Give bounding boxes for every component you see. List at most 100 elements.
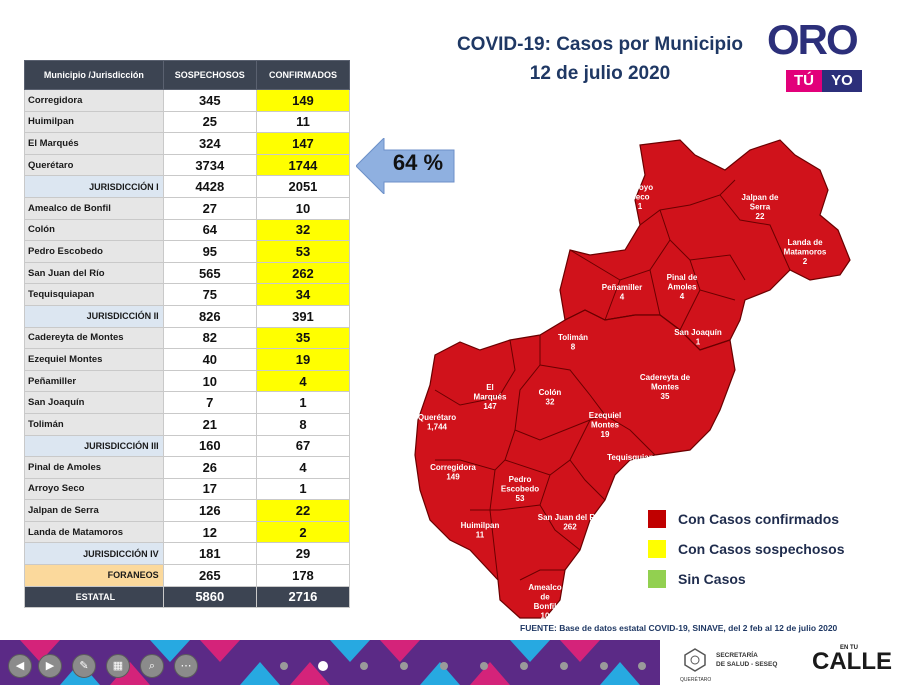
header-municipio: Municipio /Jurisdicción: [24, 60, 164, 90]
row-sospechosos: 12: [162, 520, 257, 544]
municipal-border: [564, 309, 731, 351]
map-label: Huimilpan 11: [461, 521, 500, 540]
map-label-line: Cadereyta de: [640, 373, 691, 382]
row-sospechosos: 27: [162, 196, 257, 220]
municipal-border: [679, 289, 701, 331]
map-label-line: Querétaro: [418, 413, 456, 422]
row-sospechosos: 21: [162, 412, 257, 436]
header-confirmados: CONFIRMADOS: [255, 60, 351, 90]
municipal-border: [514, 419, 591, 441]
slide-indicator-dot[interactable]: [440, 662, 448, 670]
slide-indicator-dot[interactable]: [280, 662, 288, 670]
row-name: Tequisquiapan: [24, 283, 164, 306]
row-sospechosos: 64: [162, 218, 257, 242]
municipal-border: [519, 569, 565, 581]
table-row: Arroyo Seco 17 1: [24, 477, 351, 501]
map-label: Arroyo Seco 1: [627, 183, 653, 211]
map-label-line: 19: [601, 430, 610, 439]
map-label-line: Tequisquiapan: [607, 453, 663, 462]
legend-label-none: Sin Casos: [678, 571, 746, 587]
slides-view-button[interactable]: ▦: [106, 654, 130, 678]
map-label-line: San Joaquín: [674, 328, 722, 337]
slide-indicator-dot[interactable]: [638, 662, 646, 670]
logo-tu-text: TÚ: [786, 70, 822, 92]
secretaria-line1: SECRETARÍA: [716, 652, 758, 659]
row-sospechosos: 160: [162, 434, 257, 458]
row-confirmados: 67: [255, 434, 351, 458]
map-legend: Con Casos confirmados Con Casos sospecho…: [648, 504, 845, 594]
slide-indicator-dot[interactable]: [400, 662, 408, 670]
table-row: Amealco de Bonfil 27 10: [24, 196, 351, 220]
pen-tool-button[interactable]: ✎: [72, 654, 96, 678]
table-row: Ezequiel Montes 40 19: [24, 348, 351, 371]
zoom-button[interactable]: ⌕: [140, 654, 164, 678]
more-options-button[interactable]: ⋯: [174, 654, 198, 678]
map-label: Pinal de Amoles 4: [667, 273, 698, 301]
slide-indicator-dot[interactable]: [560, 662, 568, 670]
map-region-north: [559, 139, 851, 351]
map-label-line: Arroyo: [627, 183, 653, 192]
map-label-line: 147: [483, 402, 497, 411]
row-name: San Juan del Río: [24, 261, 164, 285]
map-label: Colón 32: [539, 388, 562, 407]
map-label-line: 11: [476, 531, 485, 540]
map-label-line: 35: [661, 392, 670, 401]
page-title: COVID-19: Casos por Municipio 12 de juli…: [420, 30, 780, 88]
row-name: Pinal de Amoles: [24, 456, 164, 479]
map-label-line: 34: [631, 463, 640, 472]
row-sospechosos: 82: [162, 326, 257, 350]
row-name: ESTATAL: [24, 585, 164, 609]
table-row: Corregidora 345 149: [24, 89, 351, 112]
government-seal: QUERÉTARO: [680, 647, 711, 685]
row-name: Pedro Escobedo: [24, 240, 164, 263]
table-row: Pedro Escobedo 95 53: [24, 240, 351, 263]
row-confirmados: 22: [255, 499, 351, 522]
jur-row: JURISDICCIÓN III 160 67: [24, 434, 351, 458]
map-label-line: Bonfil: [534, 602, 557, 611]
map-label: San Joaquín 1: [674, 328, 722, 347]
cases-table: Municipio /Jurisdicción SOSPECHOSOS CONF…: [24, 60, 351, 609]
map-label-line: 4: [680, 292, 685, 301]
row-confirmados: 4: [255, 456, 351, 479]
row-name: Jalpan de Serra: [24, 499, 164, 522]
slide-indicator-dot[interactable]: [480, 662, 488, 670]
map-label-line: Marqués: [474, 393, 507, 402]
map-label: Ezequiel Montes 19: [589, 411, 621, 439]
row-sospechosos: 324: [162, 132, 257, 155]
title-line1: COVID-19: Casos por Municipio: [456, 34, 744, 55]
map-label-line: 22: [756, 212, 765, 221]
row-name: JURISDICCIÓN II: [24, 304, 164, 328]
map-label: Tequisquiapan 34: [607, 453, 663, 472]
slide-indicator-dot[interactable]: [520, 662, 528, 670]
prev-slide-button[interactable]: ◀: [8, 654, 32, 678]
row-name: FORANEOS: [24, 564, 164, 587]
logo-oro-text: ORO: [767, 16, 859, 63]
slide-indicator-dot[interactable]: [360, 662, 368, 670]
map-label-line: Pedro: [509, 475, 532, 484]
next-slide-button[interactable]: ▶: [38, 654, 62, 678]
map-label: Landa de Matamoros 2: [784, 238, 827, 266]
municipal-border: [649, 269, 661, 316]
row-name: JURISDICCIÓN III: [24, 434, 164, 458]
slide-indicator-dot-active[interactable]: [318, 661, 328, 671]
table-row: Colón 64 32: [24, 218, 351, 242]
map-label-line: 1: [638, 202, 643, 211]
table-row: Peñamiller 10 4: [24, 369, 351, 393]
map-label-line: Corregidora: [430, 463, 476, 472]
row-sospechosos: 265: [162, 564, 257, 587]
row-confirmados: 11: [255, 110, 351, 134]
row-sospechosos: 25: [162, 110, 257, 134]
table-row: Cadereyta de Montes 82 35: [24, 326, 351, 350]
row-sospechosos: 26: [162, 456, 257, 479]
row-name: Ezequiel Montes: [24, 348, 164, 371]
map-label-line: Landa de: [787, 238, 823, 247]
seal-icon: [684, 648, 706, 672]
slide-indicator-dot[interactable]: [600, 662, 608, 670]
map-label-line: Matamoros: [784, 248, 827, 257]
row-confirmados: 10: [255, 196, 351, 220]
map-label-line: El: [486, 383, 494, 392]
legend-label-suspected: Con Casos sospechosos: [678, 541, 845, 557]
row-sospechosos: 345: [162, 89, 257, 112]
row-name: Corregidora: [24, 89, 164, 112]
